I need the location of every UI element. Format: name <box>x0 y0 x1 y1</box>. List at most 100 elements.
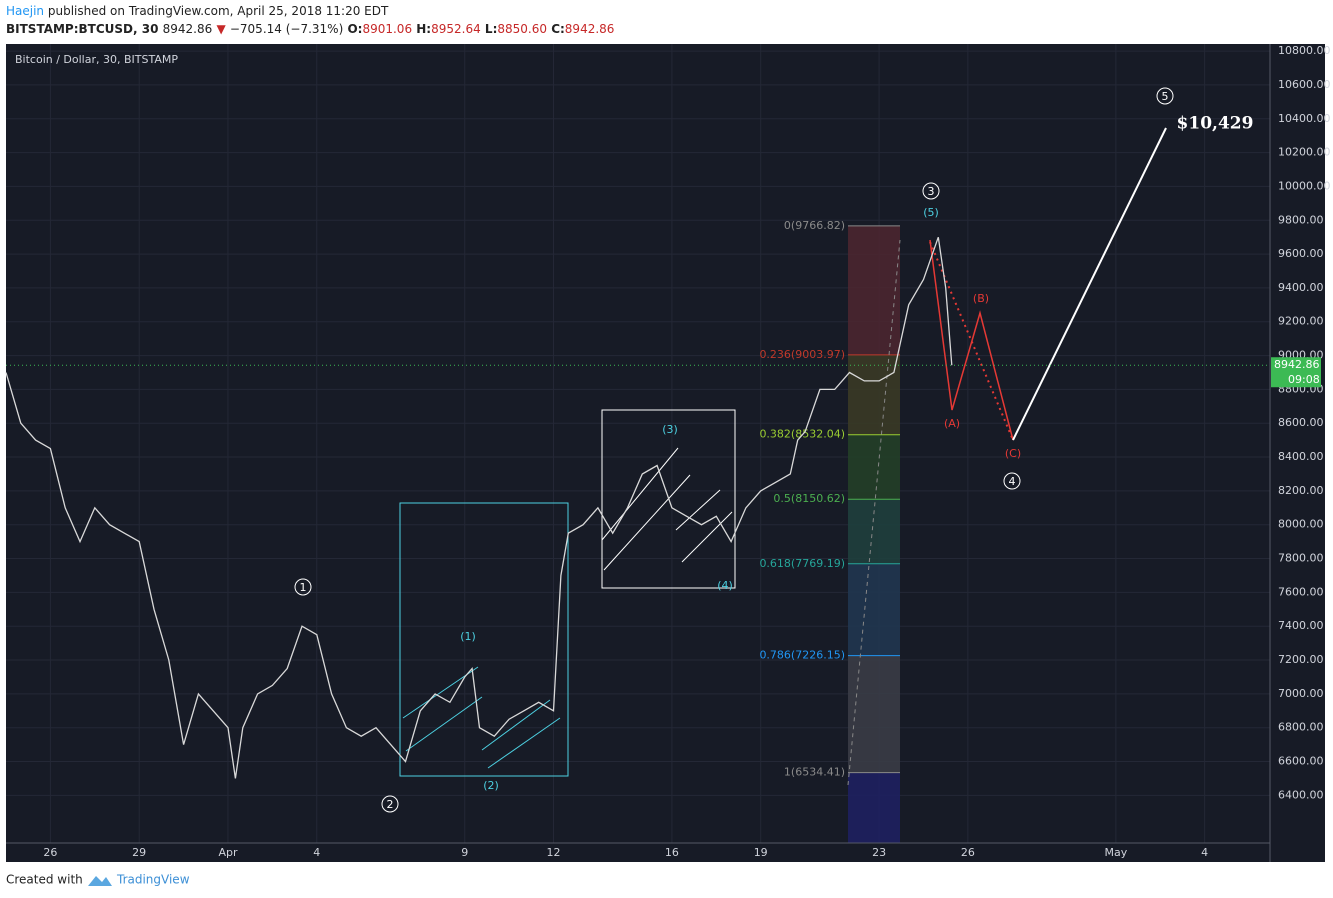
y-tick-label: 6400.00 <box>1278 788 1324 801</box>
y-tick-label: 9600.00 <box>1278 247 1324 260</box>
last-price-label: 8942.86 <box>1274 358 1320 371</box>
x-tick-label: Apr <box>218 846 238 859</box>
wave-labels: 1 2 3 4 5 (1) (2) (3) (4) (5) (A) (B) (C… <box>294 87 1254 813</box>
y-tick-label: 8400.00 <box>1278 450 1324 463</box>
y-tick-label: 10200.00 <box>1278 146 1331 159</box>
open: 8901.06 <box>362 22 412 36</box>
subwave-label: (5) <box>923 206 939 219</box>
y-tick-label: 7000.00 <box>1278 687 1324 700</box>
channel-line <box>675 489 721 531</box>
footer-created: Created with <box>6 873 83 887</box>
fib-band <box>848 354 900 435</box>
drawings <box>399 127 1167 786</box>
y-tick-label: 10600.00 <box>1278 78 1331 91</box>
high: 8952.64 <box>431 22 481 36</box>
countdown-label: 09:08 <box>1288 373 1320 386</box>
abc-label: (C) <box>1005 447 1021 460</box>
wave-label: 4 <box>1009 475 1016 488</box>
channel-line <box>405 696 483 752</box>
y-tick-label: 7800.00 <box>1278 552 1324 565</box>
c-label: C: <box>551 22 565 36</box>
y-tick-label: 7400.00 <box>1278 619 1324 632</box>
x-tick-label: 26 <box>43 846 57 859</box>
x-tick-label: 19 <box>754 846 768 859</box>
l-label: L: <box>485 22 497 36</box>
x-tick-label: 23 <box>872 846 886 859</box>
wave5-projection <box>1012 127 1167 441</box>
wave-label: 3 <box>928 185 935 198</box>
fib-band <box>848 563 900 656</box>
x-tick-label: 4 <box>313 846 320 859</box>
subwave-label: (4) <box>717 579 733 592</box>
change: −705.14 (−7.31%) <box>230 22 343 36</box>
y-tick-label: 8600.00 <box>1278 416 1324 429</box>
y-tick-label: 9200.00 <box>1278 315 1324 328</box>
last-price-tag <box>1271 357 1321 388</box>
h-label: H: <box>416 22 431 36</box>
box <box>399 502 569 777</box>
fib-label: 1(6534.41) <box>784 766 845 779</box>
fib-label: 0.236(9003.97) <box>759 348 845 361</box>
price-line <box>5 236 953 779</box>
channel-line <box>487 717 561 769</box>
channel-line <box>601 447 679 541</box>
x-tick-label: 16 <box>665 846 679 859</box>
wave-label: 1 <box>300 581 307 594</box>
wave-label: 5 <box>1162 90 1169 103</box>
subwave-label: (1) <box>460 630 476 643</box>
grid <box>6 44 1270 843</box>
fib-zone: 0(9766.82)0.236(9003.97)0.382(8532.04)0.… <box>759 219 900 843</box>
fib-label: 0.786(7226.15) <box>759 649 845 662</box>
axes: 6400.00 6600.00 6800.00 7000.00 7200.00 7400.… <box>6 44 1331 859</box>
footer-brand[interactable]: TradingView <box>116 873 190 887</box>
fib-band <box>848 655 900 773</box>
y-tick-label: 6800.00 <box>1278 721 1324 734</box>
fib-band <box>848 225 900 355</box>
abc-label: (A) <box>944 417 960 430</box>
y-tick-label: 10800.00 <box>1278 44 1331 57</box>
fib-label: 0.618(7769.19) <box>759 557 845 570</box>
y-tick-label: 6600.00 <box>1278 755 1324 768</box>
channel-line <box>481 699 551 751</box>
x-tick-label: 9 <box>461 846 468 859</box>
fib-band <box>848 772 900 843</box>
last: 8942.86 <box>163 22 213 36</box>
symbol: BITSTAMP:BTCUSD, 30 <box>6 22 158 36</box>
y-tick-label: 9400.00 <box>1278 281 1324 294</box>
x-tick-label: May <box>1104 846 1127 859</box>
x-tick-label: 4 <box>1201 846 1208 859</box>
wave-circle <box>1156 87 1174 105</box>
logo <box>88 876 112 886</box>
fib-trend <box>847 239 901 786</box>
x-tick-label: 12 <box>547 846 561 859</box>
low: 8850.60 <box>497 22 547 36</box>
y-tick-label: 9800.00 <box>1278 213 1324 226</box>
y-tick-label: 10000.00 <box>1278 179 1331 192</box>
fib-band <box>848 434 900 500</box>
target-label: $10,429 <box>1177 114 1254 134</box>
header-line2: BITSTAMP:BTCUSD, 30 8942.86 ▼ −705.14 (−… <box>6 22 614 36</box>
arrow: ▼ <box>216 22 226 36</box>
y-tick-label: 7600.00 <box>1278 585 1324 598</box>
y-tick-label: 8200.00 <box>1278 484 1324 497</box>
close: 8942.86 <box>565 22 615 36</box>
x-tick-label: 26 <box>961 846 975 859</box>
y-tick-label: 8000.00 <box>1278 518 1324 531</box>
chart-title: Bitcoin / Dollar, 30, BITSTAMP <box>15 53 178 66</box>
y-tick-label: 7200.00 <box>1278 653 1324 666</box>
author: Haejin <box>6 4 44 18</box>
x-tick-label: 29 <box>132 846 146 859</box>
channel-line <box>681 511 733 563</box>
fib-label: 0(9766.82) <box>784 219 845 232</box>
y-tick-label: 10400.00 <box>1278 112 1331 125</box>
wave-circle <box>381 795 399 813</box>
published: published on TradingView.com, April 25, … <box>48 4 389 18</box>
abc-projection <box>929 239 1014 441</box>
channel-line <box>603 474 691 571</box>
chart-area <box>6 44 1325 862</box>
fib-label: 0.5(8150.62) <box>773 492 845 505</box>
wave-circle <box>294 578 312 596</box>
wave-circle <box>922 182 940 200</box>
